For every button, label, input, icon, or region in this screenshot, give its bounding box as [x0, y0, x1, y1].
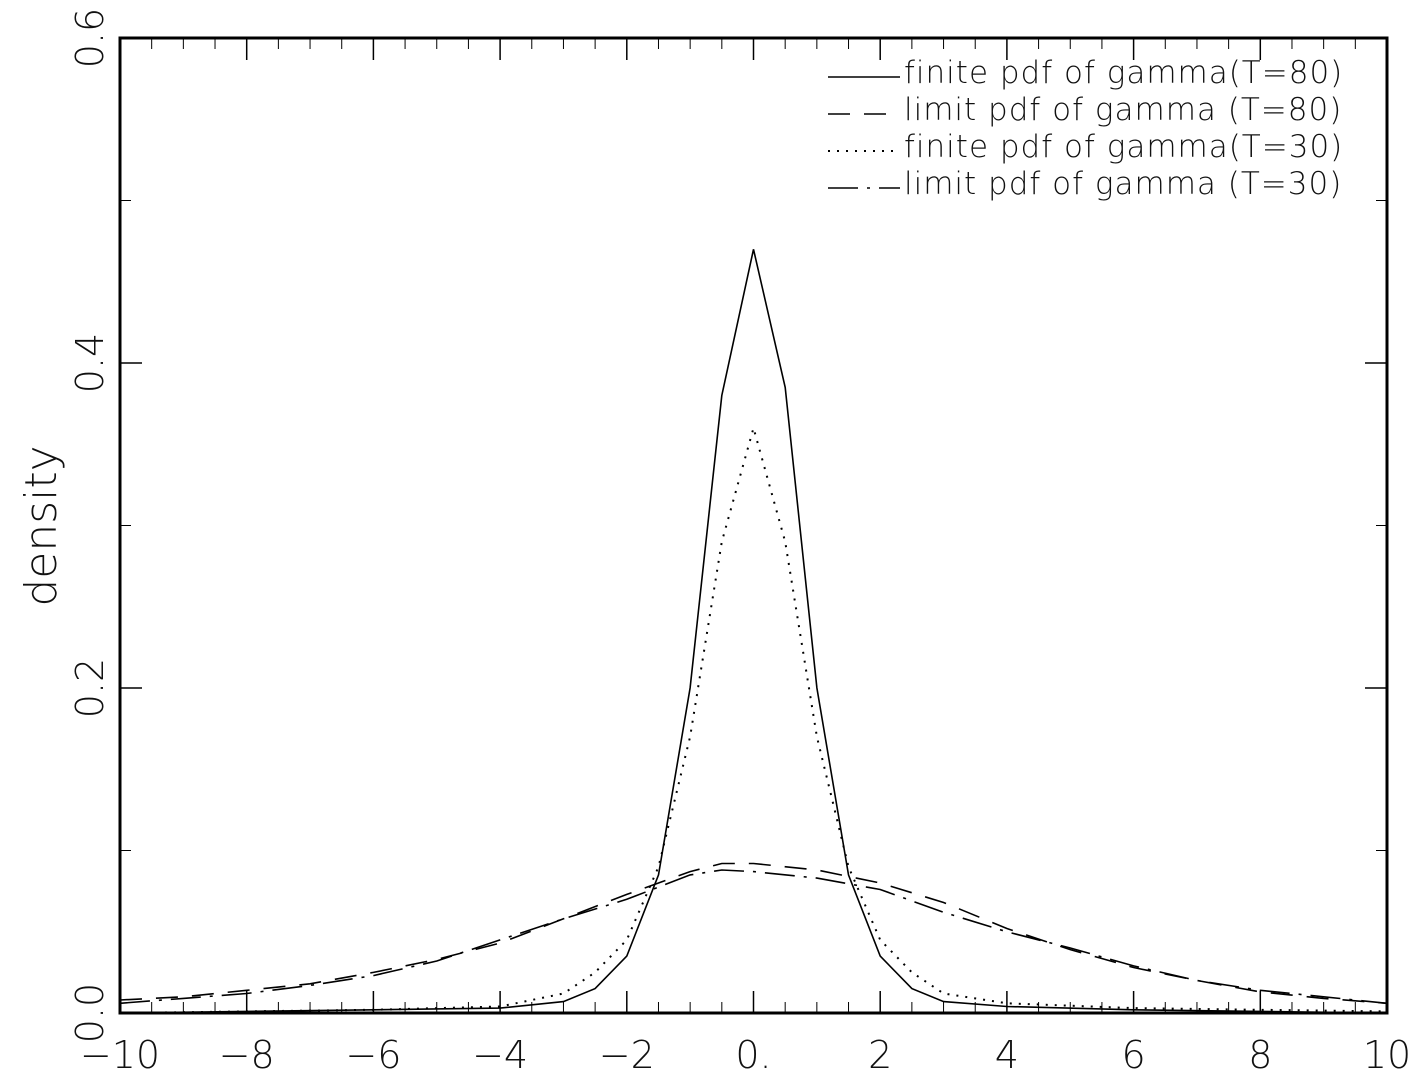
x-tick-label: 6 — [1122, 1033, 1146, 1072]
series-line-1 — [119, 249, 1388, 1014]
x-tick-label: 0. — [735, 1033, 771, 1072]
legend-label-3: finite pdf of gamma(T=30) — [904, 129, 1343, 165]
x-tick-label: −8 — [219, 1033, 275, 1072]
series-lines — [119, 249, 1388, 1014]
legend-label-1: finite pdf of gamma(T=80) — [904, 55, 1343, 91]
x-tick-label: −2 — [599, 1033, 655, 1072]
legend-label-4: limit pdf of gamma (T=30) — [904, 166, 1342, 202]
x-tick-label: −4 — [472, 1033, 528, 1072]
x-tick-label: 10 — [1363, 1033, 1411, 1072]
x-tick-labels: −10 −8 −6 −4 −2 0. 2 4 6 8 10 — [80, 1033, 1411, 1072]
x-tick-label: −10 — [80, 1033, 160, 1072]
legend-label-2: limit pdf of gamma (T=80) — [904, 92, 1342, 128]
x-tick-label: 8 — [1248, 1033, 1272, 1072]
y-axis-label: density — [16, 445, 67, 606]
x-tick-label: 2 — [868, 1033, 892, 1072]
y-tick-label: 0.4 — [68, 333, 112, 393]
x-tick-label: 4 — [995, 1033, 1019, 1072]
y-tick-label: 0.2 — [68, 658, 112, 718]
series-line-3 — [119, 424, 1388, 1014]
y-tick-label: 0.6 — [68, 8, 112, 68]
x-tick-label: −6 — [345, 1033, 401, 1072]
series-line-4 — [119, 869, 1388, 1005]
y-tick-labels: 0.0 0.2 0.4 0.6 — [68, 8, 112, 1043]
y-tick-label: 0.0 — [68, 983, 112, 1043]
legend: finite pdf of gamma(T=80)limit pdf of ga… — [828, 55, 1343, 202]
series-line-2 — [119, 862, 1388, 1005]
